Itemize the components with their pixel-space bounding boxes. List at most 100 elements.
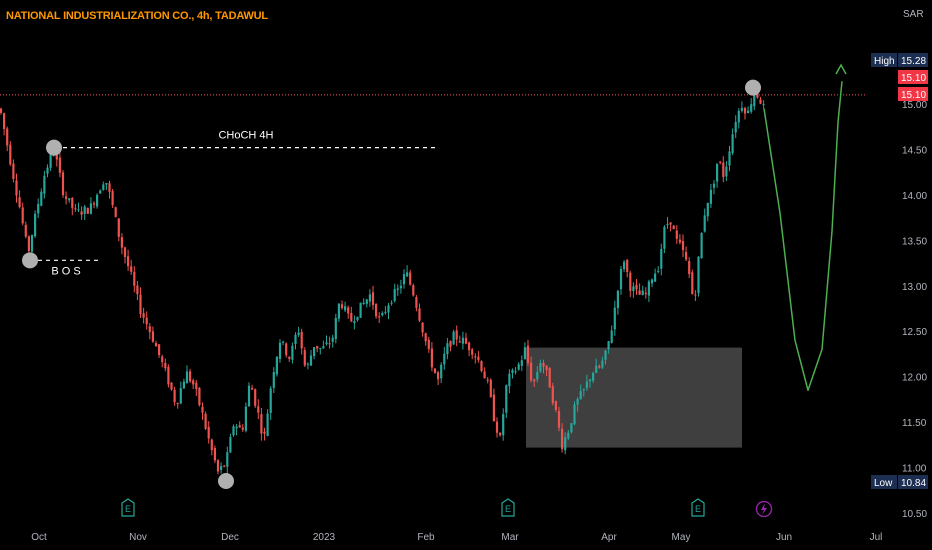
candle-body	[449, 341, 452, 347]
candle	[570, 422, 573, 434]
y-tick-label: 12.00	[902, 373, 927, 384]
candle	[37, 198, 40, 219]
candle	[523, 342, 526, 360]
y-tick-label: 10.50	[902, 509, 927, 520]
candle	[303, 347, 306, 367]
candle-body	[632, 286, 635, 292]
candle	[207, 421, 210, 444]
candle	[260, 408, 263, 441]
candle-body	[635, 284, 638, 290]
candle-body	[446, 343, 449, 355]
candle	[198, 387, 201, 407]
candle	[545, 365, 548, 377]
candle-body	[350, 312, 353, 322]
candle-body	[356, 316, 359, 321]
candle	[505, 384, 508, 419]
candle-body	[461, 337, 464, 344]
candle-body	[508, 373, 511, 387]
candle	[148, 322, 151, 340]
candle	[99, 189, 102, 194]
candle	[443, 347, 446, 370]
candle	[430, 341, 433, 372]
candle-body	[43, 175, 46, 194]
candle-body	[663, 226, 666, 249]
candle	[495, 417, 499, 438]
candle	[561, 423, 564, 453]
candle-body	[694, 294, 697, 296]
y-tick-label: 12.50	[902, 327, 927, 338]
candle	[750, 98, 753, 114]
candle	[685, 246, 688, 262]
candle-body	[247, 385, 251, 407]
candle-body	[514, 371, 517, 373]
candle-body	[182, 381, 185, 389]
candle-body	[179, 388, 182, 404]
candle	[210, 438, 213, 456]
candle-body	[365, 299, 368, 304]
candle-body	[297, 332, 300, 336]
candle-body	[471, 349, 474, 355]
candle	[483, 367, 486, 379]
candle-body	[40, 191, 43, 206]
candle-body	[595, 365, 598, 373]
candle-body	[700, 232, 703, 259]
candle-body	[703, 215, 706, 232]
candle-body	[65, 196, 68, 200]
candle	[232, 424, 235, 437]
candle	[294, 332, 297, 350]
candle-body	[167, 366, 170, 385]
candle	[449, 340, 452, 352]
candle-body	[499, 433, 502, 436]
candle-body	[706, 202, 709, 217]
major-low-marker	[218, 473, 234, 489]
candle-body	[530, 362, 533, 381]
candle	[576, 396, 579, 412]
candle	[390, 300, 393, 306]
candle-body	[666, 224, 669, 226]
candle	[111, 188, 114, 208]
candle-body	[328, 343, 331, 345]
candle	[127, 249, 130, 272]
candle	[269, 386, 272, 420]
candle	[471, 347, 474, 360]
candle-body	[647, 281, 650, 296]
candle-body	[458, 341, 461, 343]
candle-body	[189, 371, 192, 382]
candle	[251, 384, 254, 390]
swing-high-marker	[46, 139, 62, 156]
candle-body	[244, 406, 247, 431]
candle	[384, 306, 387, 315]
candle-body	[613, 307, 616, 330]
earnings-icon-shape	[501, 498, 515, 517]
candle-body	[638, 290, 641, 295]
candle-body	[123, 247, 127, 258]
y-tick-label: 14.50	[902, 145, 927, 156]
candle-body	[474, 356, 477, 358]
candle-body	[71, 197, 74, 209]
candle	[288, 356, 291, 362]
candle-body	[409, 272, 412, 285]
last-price-tag: 15.10	[898, 70, 928, 84]
candle-body	[610, 330, 613, 343]
candle-body	[226, 452, 229, 467]
candle-body	[319, 347, 322, 349]
candle-body	[557, 410, 561, 428]
candle-body	[92, 203, 96, 205]
candle-body	[725, 166, 728, 177]
candle	[272, 367, 275, 394]
candle	[46, 164, 49, 178]
candle-body	[492, 394, 495, 422]
candle	[489, 378, 492, 398]
candle-body	[3, 113, 6, 129]
candle	[623, 260, 626, 273]
candle	[133, 266, 136, 293]
candle-body	[337, 303, 340, 319]
candle	[644, 287, 647, 299]
candle-body	[570, 423, 573, 433]
candle-body	[282, 341, 285, 343]
candle	[573, 401, 576, 426]
candle-body	[759, 99, 762, 104]
candle-body	[148, 326, 151, 333]
candle-body	[158, 344, 161, 355]
